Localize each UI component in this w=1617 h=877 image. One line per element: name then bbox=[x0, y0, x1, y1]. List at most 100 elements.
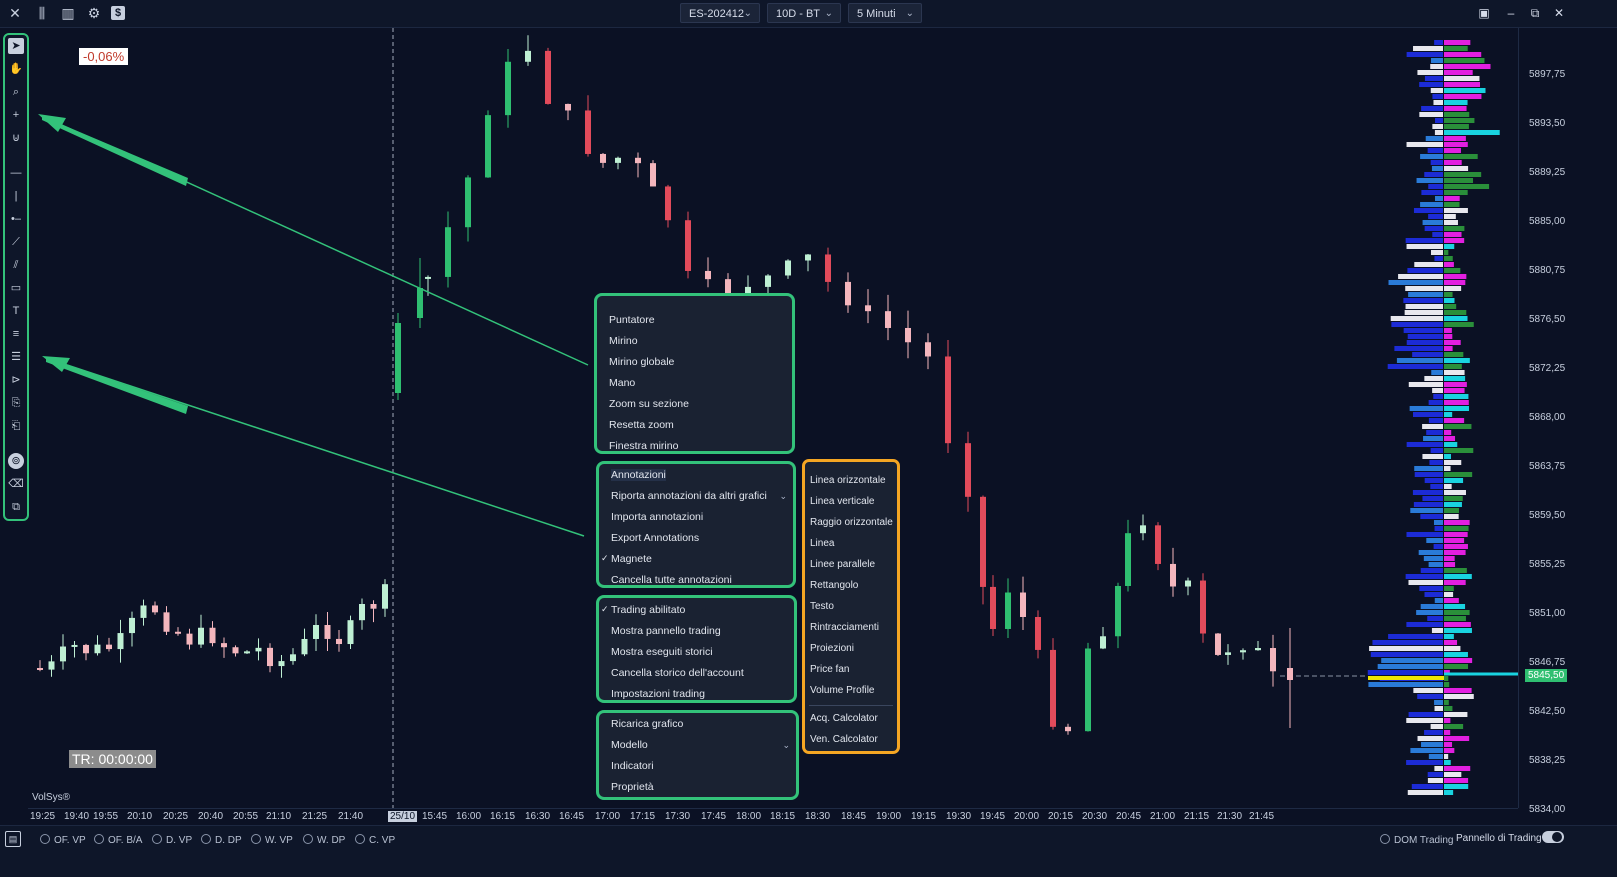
magnet-toggle-icon[interactable]: ⊚ bbox=[8, 453, 24, 469]
submenu-item[interactable]: Rintracciamenti bbox=[810, 622, 879, 633]
price-label: 5838,25 bbox=[1529, 755, 1566, 766]
menu-item-label: Proprietà bbox=[611, 781, 654, 793]
time-label: 21:45 bbox=[1249, 811, 1275, 822]
menu-item[interactable]: Proprietà bbox=[611, 781, 654, 793]
close-icon[interactable]: ✕ bbox=[9, 5, 21, 21]
menu-item[interactable]: Puntatore bbox=[609, 314, 655, 326]
menu-item[interactable]: Export Annotations bbox=[611, 532, 699, 544]
menu-item[interactable]: Mano bbox=[609, 377, 635, 389]
menu-item[interactable]: Trading abilitato ✓ bbox=[601, 604, 685, 616]
submenu-item[interactable]: Linee parallele bbox=[810, 559, 876, 570]
zoom-icon[interactable]: ⌕ bbox=[12, 86, 20, 98]
projection-icon[interactable]: ☰ bbox=[11, 351, 21, 363]
retracement-icon[interactable]: ≡ bbox=[12, 328, 20, 340]
buy-calculator-icon[interactable]: ⎘ bbox=[11, 397, 21, 409]
submenu-item[interactable]: Raggio orizzontale bbox=[810, 517, 893, 528]
profile-bar-ask bbox=[1444, 70, 1473, 75]
price-label: 5863,75 bbox=[1529, 461, 1566, 472]
study-radio[interactable]: OF. B/A bbox=[94, 834, 142, 846]
range-select[interactable]: 10D - BT ⌄ bbox=[767, 3, 841, 23]
menu-item[interactable]: Ricarica grafico bbox=[611, 718, 683, 730]
study-radio[interactable]: D. DP bbox=[201, 834, 242, 846]
text-icon[interactable]: T bbox=[12, 305, 20, 317]
submenu-item[interactable]: Linea orizzontale bbox=[810, 475, 886, 486]
window-close-icon[interactable]: ✕ bbox=[1553, 6, 1565, 20]
bar-chart-icon[interactable]: ▥ bbox=[61, 5, 75, 21]
crosshair-icon[interactable]: + bbox=[12, 109, 20, 121]
menu-item[interactable]: Annotazioni bbox=[611, 469, 666, 481]
candle-body bbox=[1125, 533, 1131, 587]
study-radio[interactable]: C. VP bbox=[355, 834, 395, 846]
profile-bar-ask bbox=[1444, 124, 1469, 129]
minimize-icon[interactable]: – bbox=[1507, 6, 1515, 20]
menu-item[interactable]: Zoom su sezione bbox=[609, 398, 689, 410]
study-radio[interactable]: D. VP bbox=[152, 834, 192, 846]
candle-body bbox=[705, 270, 711, 280]
submenu-item[interactable]: Acq. Calcolator bbox=[810, 713, 878, 724]
study-radio[interactable]: OF. VP bbox=[40, 834, 86, 846]
candle-body bbox=[445, 227, 451, 277]
menu-item[interactable]: Mostra pannello trading bbox=[611, 625, 721, 637]
submenu-item[interactable]: Rettangolo bbox=[810, 580, 859, 591]
hand-icon[interactable]: ✋ bbox=[9, 63, 23, 75]
submenu-item[interactable]: Price fan bbox=[810, 664, 850, 675]
profile-bar-ask bbox=[1444, 520, 1470, 525]
dollar-icon[interactable]: $ bbox=[111, 6, 125, 20]
study-radio[interactable]: W. VP bbox=[251, 834, 293, 846]
restore-icon[interactable]: ⧉ bbox=[1530, 6, 1540, 20]
submenu-item[interactable]: Linea verticale bbox=[810, 496, 875, 507]
profile-bar-ask bbox=[1444, 106, 1467, 111]
submenu-item[interactable]: Linea bbox=[810, 538, 835, 549]
submenu-item[interactable]: Ven. Calcolator bbox=[810, 734, 878, 745]
profile-bar-bid bbox=[1426, 430, 1443, 435]
trading-panel-toggle[interactable] bbox=[1542, 831, 1564, 843]
rectangle-icon[interactable]: ▭ bbox=[10, 282, 22, 294]
study-radio[interactable]: W. DP bbox=[303, 834, 345, 846]
menu-item[interactable]: Cancella tutte annotazioni bbox=[611, 574, 732, 586]
panel-icon[interactable]: ▤ bbox=[5, 831, 21, 847]
panel-toggle-icon[interactable]: ▣ bbox=[1478, 6, 1490, 20]
vertical-line-icon[interactable]: | bbox=[14, 190, 18, 202]
profile-bar-ask bbox=[1444, 568, 1467, 573]
gear-icon[interactable]: ⚙ bbox=[87, 5, 101, 21]
menu-item[interactable]: Riporta annotazioni da altri grafici bbox=[611, 490, 767, 502]
menu-item[interactable]: Magnete ✓ bbox=[601, 553, 652, 565]
pointer-icon[interactable]: ➤ bbox=[8, 38, 24, 54]
menu-item[interactable]: Mostra eseguiti storici bbox=[611, 646, 713, 658]
profile-bar-ask bbox=[1444, 526, 1469, 531]
sell-calculator-icon[interactable]: ⎗ bbox=[11, 420, 21, 432]
menu-item[interactable]: Resetta zoom bbox=[609, 419, 674, 431]
symbol-select[interactable]: ES-202412 ⌄ bbox=[680, 3, 760, 23]
profile-bar-bid bbox=[1433, 100, 1443, 105]
menu-item[interactable]: Modello bbox=[611, 739, 648, 751]
submenu-item[interactable]: Testo bbox=[810, 601, 834, 612]
price-fan-icon[interactable]: ⊳ bbox=[11, 374, 21, 386]
price-chart[interactable] bbox=[28, 28, 1518, 808]
dom-trading-radio[interactable]: DOM Trading bbox=[1380, 834, 1453, 846]
clone-icon[interactable]: ⧉ bbox=[12, 501, 20, 513]
menu-item[interactable]: Indicatori bbox=[611, 760, 654, 772]
horizontal-ray-icon[interactable]: •– bbox=[11, 213, 21, 225]
profile-bar-bid bbox=[1377, 664, 1443, 669]
profile-bar-ask bbox=[1444, 370, 1465, 375]
submenu-item[interactable]: Proiezioni bbox=[810, 643, 854, 654]
magnet-icon[interactable]: ⊍ bbox=[11, 132, 21, 144]
menu-item[interactable]: Mirino globale bbox=[609, 356, 674, 368]
candle-body bbox=[1140, 525, 1146, 534]
profile-bar-bid bbox=[1420, 604, 1443, 609]
profile-bar-ask bbox=[1444, 466, 1451, 471]
menu-item[interactable]: Importa annotazioni bbox=[611, 511, 703, 523]
context-menu-cursor-group: Puntatore Mirino Mirino globale Mano Zoom su… bbox=[594, 293, 795, 454]
menu-item[interactable]: Cancella storico dell'account bbox=[611, 667, 744, 679]
horizontal-line-icon[interactable]: — bbox=[10, 167, 22, 179]
menu-item-label: Magnete bbox=[611, 553, 652, 565]
menu-item[interactable]: Finestra mirino bbox=[609, 440, 678, 452]
eraser-icon[interactable]: ⌫ bbox=[8, 478, 24, 490]
parallel-lines-icon[interactable]: ⫽ bbox=[13, 259, 19, 271]
menu-item[interactable]: Impostazioni trading bbox=[611, 688, 705, 700]
timeframe-select[interactable]: 5 Minuti ⌄ bbox=[848, 3, 922, 23]
candlestick-icon[interactable]: ⫼ bbox=[38, 5, 46, 21]
menu-item[interactable]: Mirino bbox=[609, 335, 638, 347]
line-icon[interactable]: ⟋ bbox=[12, 236, 20, 248]
submenu-item[interactable]: Volume Profile bbox=[810, 685, 875, 696]
